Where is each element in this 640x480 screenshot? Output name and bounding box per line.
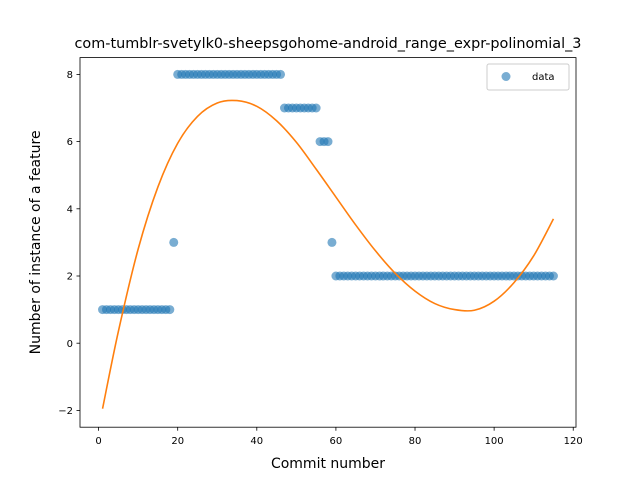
chart-title: com-tumblr-svetylk0-sheepsgohome-android… — [75, 36, 582, 52]
data-point — [276, 69, 286, 79]
data-point — [165, 305, 175, 315]
data-point — [548, 271, 558, 281]
x-tick-label: 60 — [330, 436, 343, 447]
y-tick-label: 8 — [67, 70, 73, 81]
x-tick-label: 20 — [171, 436, 184, 447]
y-tick-label: 0 — [67, 339, 73, 350]
y-tick-label: 2 — [67, 272, 73, 283]
legend-label-data: data — [532, 72, 555, 83]
data-point — [169, 237, 179, 247]
plot-frame — [79, 57, 577, 428]
x-axis-label: Commit number — [271, 456, 385, 472]
x-tick-label: 100 — [485, 436, 504, 447]
y-tick-label: 6 — [67, 137, 73, 148]
legend: data — [486, 63, 570, 91]
y-axis-label: Number of instance of a feature — [28, 130, 44, 354]
x-tick-label: 0 — [95, 436, 101, 447]
data-point — [311, 103, 321, 113]
x-tick-label: 40 — [250, 436, 263, 447]
data-point — [327, 237, 337, 247]
legend-frame — [486, 63, 570, 91]
fit-line — [101, 99, 555, 409]
legend-marker-data — [501, 72, 511, 81]
x-tick-label: 120 — [564, 436, 583, 447]
axes: 0 20 40 60 80 100 120 −2 0 2 4 6 8 — [58, 70, 583, 447]
y-tick-label: 4 — [67, 204, 73, 215]
plot-area — [98, 69, 558, 409]
x-tick-label: 80 — [409, 436, 422, 447]
y-tick-label: −2 — [58, 406, 73, 417]
data-point — [323, 137, 333, 147]
